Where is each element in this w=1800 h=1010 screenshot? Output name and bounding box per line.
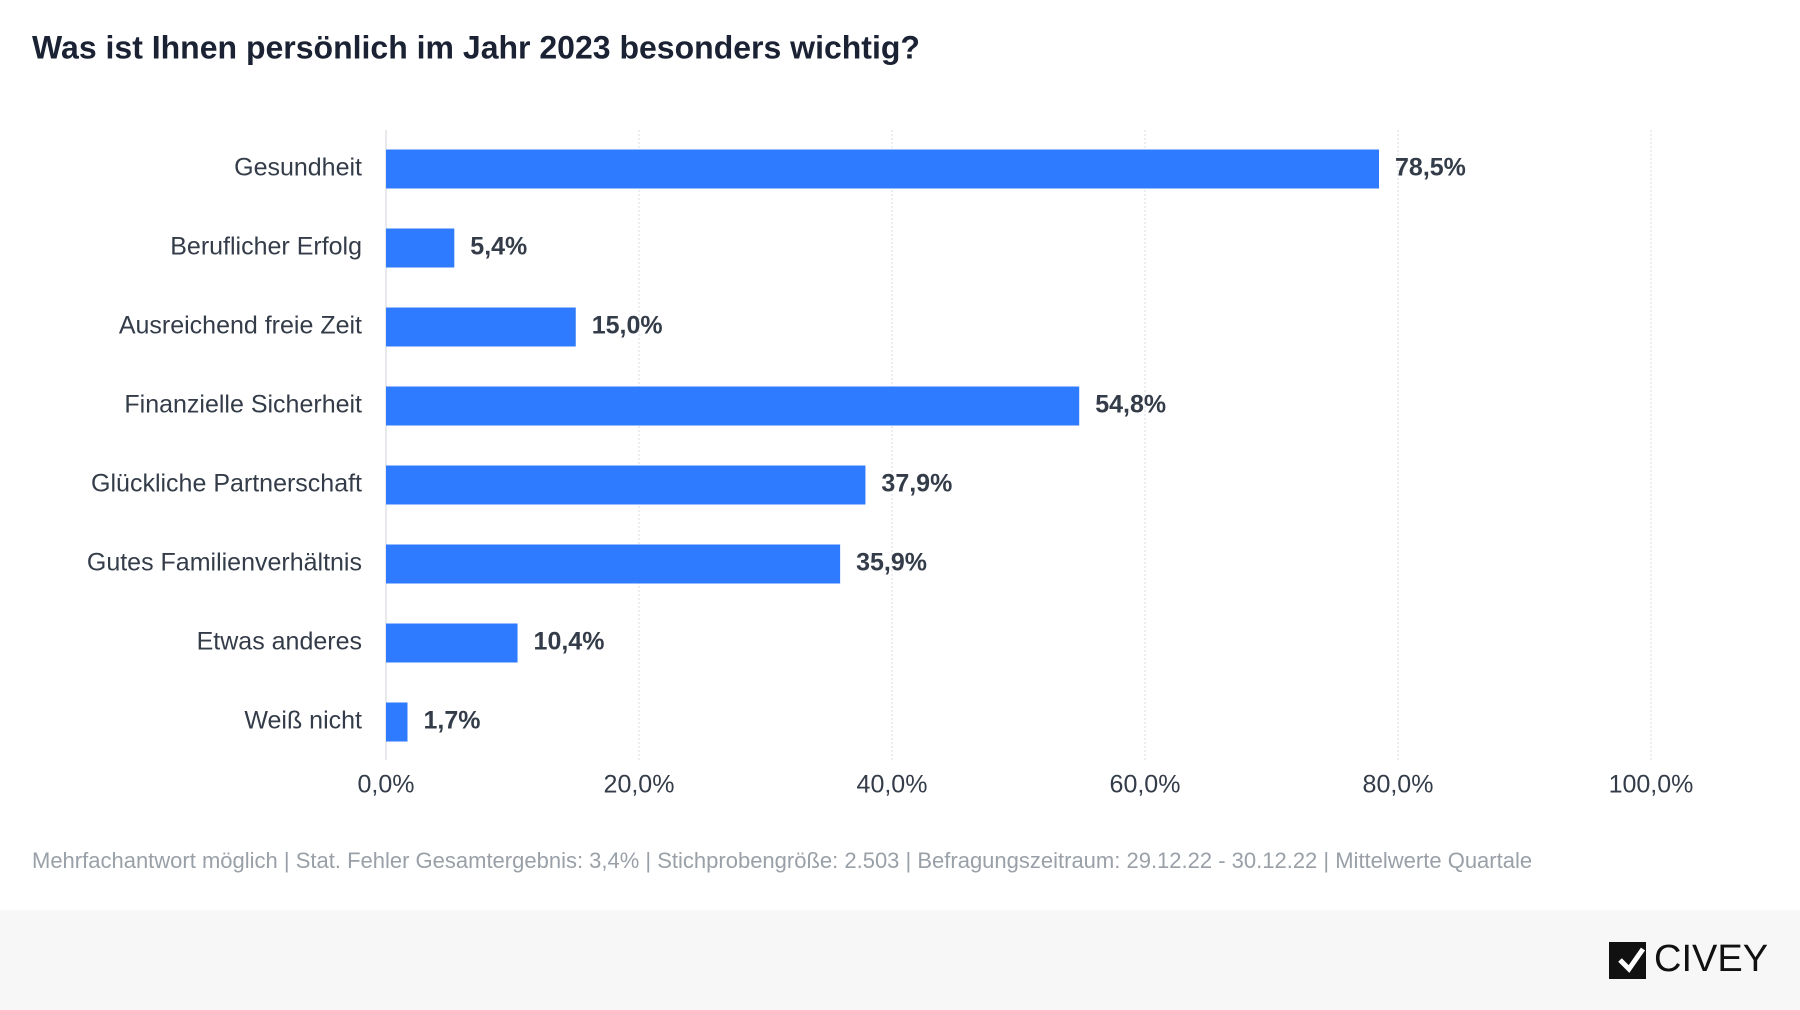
y-tick-label: Weiß nicht — [244, 707, 362, 735]
bar — [386, 702, 408, 742]
bar — [386, 228, 455, 268]
y-tick-label: Glückliche Partnerschaft — [91, 470, 362, 498]
footnote: Mehrfachantwort möglich | Stat. Fehler G… — [32, 848, 1532, 873]
x-tick-label: 40,0% — [857, 771, 928, 799]
bar — [386, 149, 1380, 189]
x-tick-label: 100,0% — [1609, 771, 1694, 799]
x-tick-label: 60,0% — [1110, 771, 1181, 799]
bar — [386, 307, 576, 347]
x-tick-label: 80,0% — [1363, 771, 1434, 799]
value-label: 35,9% — [856, 549, 927, 577]
bar — [386, 465, 866, 505]
value-label: 10,4% — [534, 628, 605, 656]
value-label: 15,0% — [592, 312, 663, 340]
y-tick-label: Gesundheit — [234, 154, 362, 182]
y-tick-label: Finanzielle Sicherheit — [124, 391, 362, 419]
value-label: 78,5% — [1395, 154, 1466, 182]
logo-check — [1618, 947, 1646, 973]
x-tick-label: 20,0% — [604, 771, 675, 799]
chart-title: Was ist Ihnen persönlich im Jahr 2023 be… — [32, 29, 920, 65]
bar — [386, 623, 518, 663]
value-label: 54,8% — [1095, 391, 1166, 419]
y-tick-label: Ausreichend freie Zeit — [119, 312, 362, 340]
y-tick-label: Gutes Familienverhältnis — [87, 549, 362, 577]
logo-icon — [1609, 942, 1646, 979]
y-tick-label: Etwas anderes — [197, 628, 362, 656]
value-label: 1,7% — [424, 707, 481, 735]
y-tick-label: Beruflicher Erfolg — [170, 233, 362, 261]
value-label: 5,4% — [470, 233, 527, 261]
x-tick-label: 0,0% — [358, 771, 415, 799]
footer-band — [0, 910, 1800, 1010]
bar — [386, 544, 841, 584]
brand-logo: CIVEY — [1609, 938, 1768, 980]
value-label: 37,9% — [881, 470, 952, 498]
bar — [386, 386, 1080, 426]
brand-name: CIVEY — [1654, 938, 1768, 980]
